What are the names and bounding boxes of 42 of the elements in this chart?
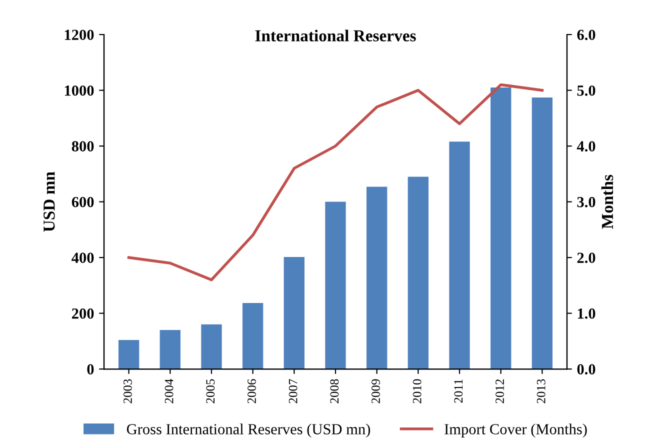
y2-tick-label: 5.0 [577, 85, 596, 96]
chart-title: International Reserves [255, 30, 416, 42]
y-tick-label: 800 [72, 141, 94, 152]
y2-tick-label: 3.0 [577, 196, 596, 208]
x-tick-label: 2010 [412, 379, 422, 404]
bar [242, 302, 264, 370]
y-tick-label: 1200 [64, 30, 94, 40]
y2-tick-label: 6.0 [577, 30, 596, 40]
legend-label: Import Cover (Months) [444, 424, 587, 438]
y2-axis-title: Months [601, 174, 614, 229]
bar [449, 142, 470, 370]
y-tick-label: 200 [72, 308, 94, 319]
y-tick-label: 1000 [64, 85, 94, 96]
y-tick-label: 600 [72, 196, 94, 208]
x-tick-label: 2013 [536, 379, 546, 404]
bar [532, 98, 553, 370]
x-tick-label: 2012 [496, 379, 504, 404]
x-tick-label: 2011 [454, 379, 463, 403]
y-axis-title: USD mn [44, 172, 55, 232]
bar [118, 340, 140, 370]
bar [284, 256, 304, 370]
y2-tick-label: 2.0 [577, 252, 596, 264]
x-tick-label: 2005 [206, 379, 215, 404]
y2-tick-label: 4.0 [576, 141, 596, 152]
bar [366, 186, 388, 370]
y2-tick-label: 1.0 [578, 308, 596, 319]
bar [160, 330, 180, 370]
x-tick-label: 2007 [288, 379, 298, 404]
bar [408, 176, 429, 370]
bar [201, 324, 222, 370]
x-tick-label: 2004 [164, 378, 174, 404]
y2-tick-label: 0.0 [577, 364, 596, 375]
bar [490, 88, 512, 370]
y-tick-label: 0 [87, 364, 94, 374]
line-series [127, 83, 544, 282]
x-tick-label: 2003 [124, 379, 132, 404]
bar [325, 202, 346, 370]
x-tick-label: 2008 [330, 379, 339, 404]
x-tick-label: 2006 [248, 379, 256, 404]
y-tick-label: 400 [72, 252, 94, 263]
x-tick-label: 2009 [372, 379, 380, 404]
legend-label: Gross International Reserves (USD mn) [126, 424, 370, 438]
